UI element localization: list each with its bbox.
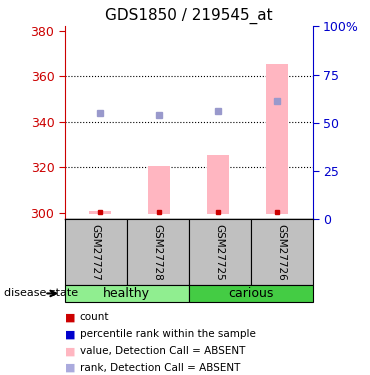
Text: GSM27728: GSM27728: [153, 224, 163, 280]
Text: carious: carious: [228, 287, 273, 300]
Text: ■: ■: [65, 363, 75, 373]
Text: GSM27727: GSM27727: [91, 224, 101, 280]
Text: healthy: healthy: [103, 287, 150, 300]
Bar: [148, 166, 171, 214]
Bar: [207, 154, 229, 214]
Title: GDS1850 / 219545_at: GDS1850 / 219545_at: [105, 7, 273, 24]
Text: percentile rank within the sample: percentile rank within the sample: [80, 329, 255, 339]
Text: disease state: disease state: [4, 288, 78, 298]
Text: ■: ■: [65, 312, 75, 322]
Bar: [266, 64, 289, 214]
Text: ■: ■: [65, 346, 75, 356]
Text: ■: ■: [65, 329, 75, 339]
Text: value, Detection Call = ABSENT: value, Detection Call = ABSENT: [80, 346, 245, 356]
Text: GSM27726: GSM27726: [277, 224, 287, 280]
Text: count: count: [80, 312, 109, 322]
Text: GSM27725: GSM27725: [215, 224, 225, 280]
Text: rank, Detection Call = ABSENT: rank, Detection Call = ABSENT: [80, 363, 240, 373]
Bar: [89, 211, 111, 214]
